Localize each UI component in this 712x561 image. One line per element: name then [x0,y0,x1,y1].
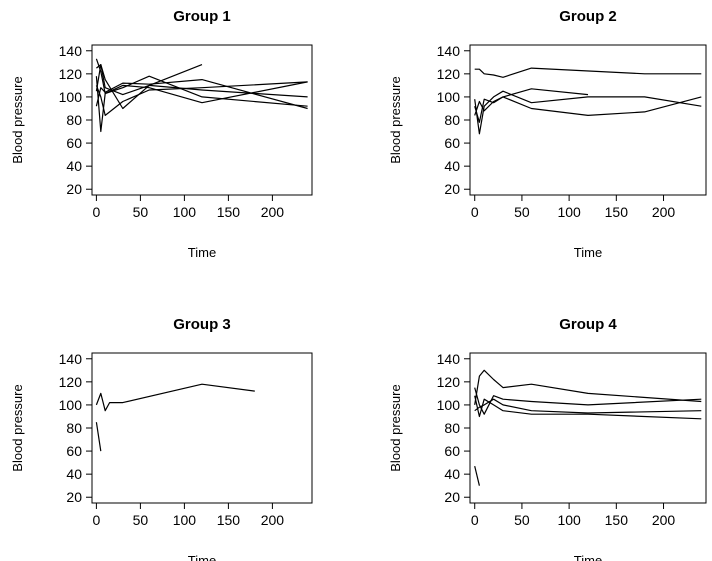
x-tick-label: 100 [173,512,197,528]
x-tick-label: 0 [471,512,479,528]
y-axis-label: Blood pressure [388,76,403,163]
series-line-4 [96,63,308,98]
y-tick-label: 100 [437,89,461,105]
y-axis-label: Blood pressure [388,384,403,471]
plot-frame [91,352,313,504]
plot-frame [469,44,707,196]
series-line-1 [474,67,702,78]
y-tick-label: 120 [59,66,83,82]
x-axis-label: Time [188,245,216,260]
panel-title: Group 4 [559,316,617,333]
y-axis-label: Blood pressure [10,76,25,163]
series-line-6 [95,81,308,117]
panel-2: Group 2 0 50 100 150 200 20 40 60 80 100 120 140 Time… [388,8,707,260]
series-line-1 [95,383,255,412]
y-tick-label: 100 [437,397,461,413]
panel-3: Group 3 0 50 100 150 200 20 40 60 80 100 120 140 Time… [10,316,313,561]
x-tick-label: 100 [557,204,581,220]
x-tick-label: 200 [652,204,676,220]
y-tick-label: 20 [444,181,460,197]
x-tick-label: 50 [514,204,530,220]
series-line-2 [95,422,102,452]
y-tick-label: 40 [66,158,82,174]
panel-title: Group 2 [559,8,617,25]
series-line-2 [474,387,702,415]
x-tick-label: 50 [133,512,149,528]
series-line-4 [474,395,702,420]
x-tick-label: 150 [217,204,241,220]
x-tick-label: 0 [471,204,479,220]
plot-frame [91,44,313,196]
y-tick-label: 80 [444,112,460,128]
y-tick-label: 20 [66,489,82,505]
series-line-3 [95,78,308,110]
x-axis-label: Time [188,553,216,561]
x-axis-label: Time [574,245,602,260]
x-tick-label: 150 [605,512,629,528]
y-tick-label: 140 [437,43,461,59]
y-tick-label: 120 [437,374,461,390]
y-tick-label: 120 [437,66,461,82]
y-tick-label: 80 [66,112,82,128]
x-tick-label: 200 [261,512,285,528]
series-line-5 [474,465,480,486]
y-tick-label: 140 [437,351,461,367]
series-line-3 [474,398,702,414]
x-tick-label: 200 [261,204,285,220]
y-tick-label: 100 [59,89,83,105]
panel-1: Group 1 0 50 100 150 200 20 40 60 80 100 120 140 Time… [10,8,313,260]
plot-frame [469,352,707,504]
x-tick-label: 0 [93,512,101,528]
y-tick-label: 80 [444,420,460,436]
y-tick-label: 40 [444,466,460,482]
y-tick-label: 120 [59,374,83,390]
x-tick-label: 100 [557,512,581,528]
panel-4: Group 4 0 50 100 150 200 20 40 60 80 100 120 140 Time… [388,316,707,561]
series-line-3 [474,96,702,117]
x-tick-label: 100 [173,204,197,220]
y-tick-label: 60 [444,443,460,459]
y-tick-label: 20 [444,489,460,505]
y-tick-label: 20 [66,181,82,197]
series-line-4 [474,88,589,123]
y-tick-label: 40 [66,466,82,482]
panel-title: Group 1 [173,8,231,25]
y-tick-label: 60 [66,443,82,459]
series-line-5 [95,63,203,110]
y-tick-label: 60 [66,135,82,151]
y-tick-label: 100 [59,397,83,413]
x-tick-label: 50 [133,204,149,220]
x-tick-label: 150 [217,512,241,528]
series-line-2 [95,76,308,133]
x-tick-label: 50 [514,512,530,528]
y-tick-label: 40 [444,158,460,174]
series-line-2 [474,90,702,135]
y-tick-label: 140 [59,43,83,59]
y-tick-label: 80 [66,420,82,436]
y-axis-label: Blood pressure [10,384,25,471]
series-line-1 [95,58,308,107]
x-tick-label: 200 [652,512,676,528]
y-tick-label: 140 [59,351,83,367]
y-tick-label: 60 [444,135,460,151]
panel-title: Group 3 [173,316,231,333]
series-line-1 [474,369,702,405]
x-tick-label: 0 [93,204,101,220]
x-axis-label: Time [574,553,602,561]
x-tick-label: 150 [605,204,629,220]
